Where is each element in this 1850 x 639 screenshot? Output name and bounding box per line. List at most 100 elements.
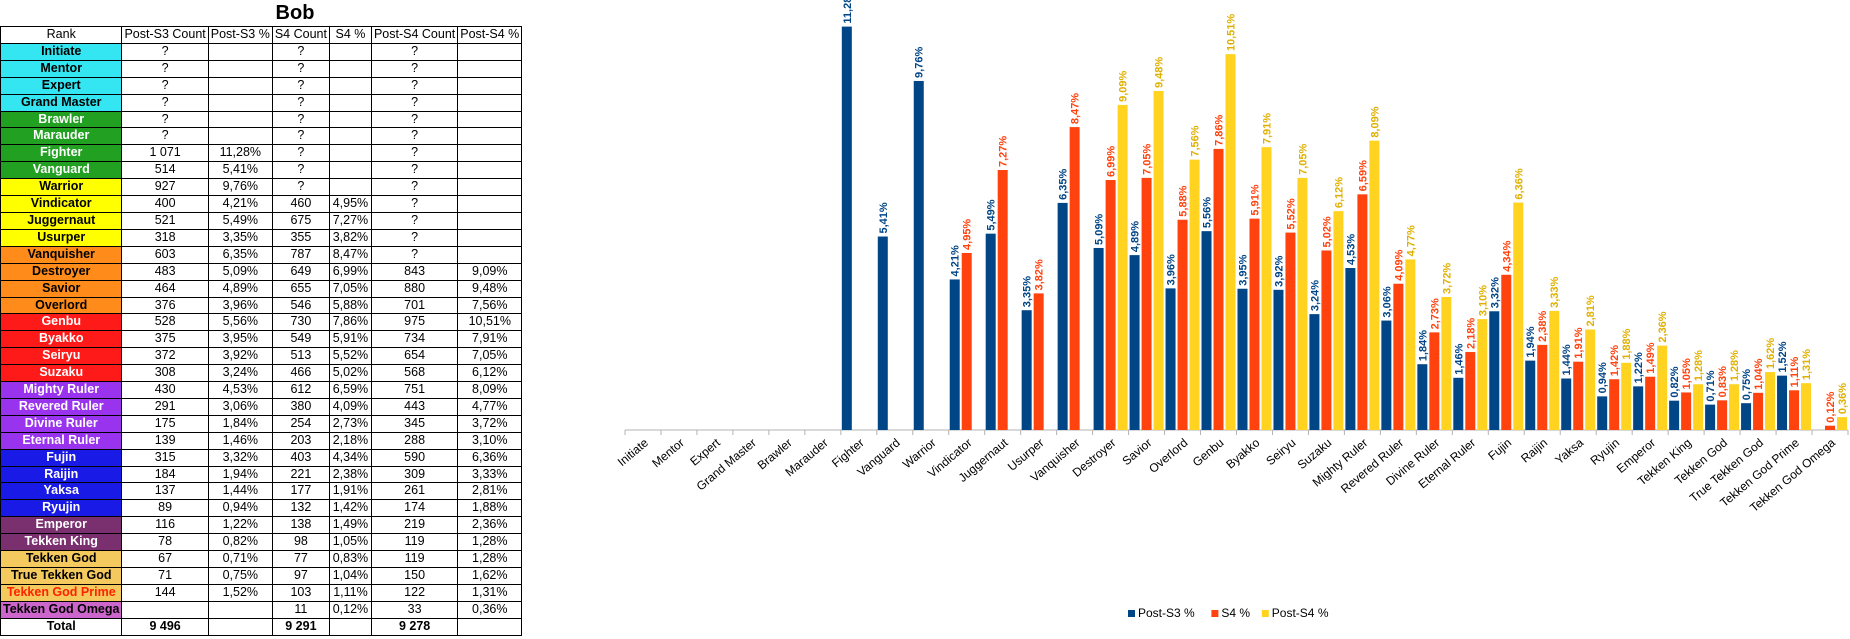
rank-name-cell: Vindicator — [0, 195, 123, 213]
value-cell: 5,41% — [207, 161, 273, 180]
value-cell — [457, 245, 523, 264]
table-row: Savior 464 4,89% 655 7,05% 880 9,48% — [0, 279, 523, 298]
bar-value-label: 4,21% — [950, 245, 962, 276]
value-cell: 466 — [271, 364, 330, 383]
table-row: Destroyer 483 5,09% 649 6,99% 843 9,09% — [0, 262, 523, 281]
value-cell: 464 — [121, 279, 209, 298]
value-cell: 1 071 — [121, 144, 209, 163]
rank-name-cell: Vanquisher — [0, 245, 123, 264]
value-cell: 4,95% — [328, 195, 372, 213]
value-cell: 78 — [121, 533, 209, 552]
table-row: Emperor 116 1,22% 138 1,49% 219 2,36% — [0, 516, 523, 535]
value-cell: 2,36% — [457, 516, 523, 535]
value-cell: 3,72% — [457, 414, 523, 433]
rank-name-cell: Savior — [0, 279, 123, 298]
value-cell: 3,35% — [207, 228, 273, 247]
value-cell: 460 — [271, 195, 330, 213]
table-row: Usurper 318 3,35% 355 3,82%? — [0, 228, 523, 247]
bar-value-label: 3,35% — [1022, 276, 1034, 307]
value-cell: 1,05% — [328, 533, 372, 552]
bar-value-label: 5,88% — [1178, 185, 1190, 216]
bar — [1189, 159, 1200, 430]
rank-name-cell: Genbu — [0, 313, 123, 332]
value-cell: 97 — [271, 567, 330, 585]
x-axis-category-label: Genbu — [1190, 436, 1227, 470]
bar — [841, 26, 852, 430]
table-row: Genbu 528 5,56% 730 7,86% 975 10,51% — [0, 313, 523, 332]
value-cell — [207, 110, 273, 129]
bar-value-label: 2,36% — [1657, 311, 1669, 342]
bar-value-label: 0,82% — [1669, 366, 1681, 397]
value-cell: 612 — [271, 381, 330, 399]
value-cell: 308 — [121, 364, 209, 383]
value-cell: 3,06% — [207, 397, 273, 416]
value-cell: 546 — [271, 296, 330, 315]
value-cell: 4,21% — [207, 195, 273, 213]
bar-value-label: 11,28% — [842, 0, 854, 24]
value-cell: ? — [121, 42, 209, 61]
value-cell: 309 — [370, 465, 459, 484]
table-row: Mentor??? — [0, 59, 523, 78]
table-row: Vindicator 400 4,21% 460 4,95%? — [0, 195, 523, 213]
bar-value-label: 7,27% — [998, 136, 1010, 167]
table-row: Raijin 184 1,94% 221 2,38% 309 3,33% — [0, 465, 523, 484]
bar-value-label: 6,99% — [1106, 146, 1118, 177]
value-cell: 2,18% — [328, 431, 372, 450]
value-cell: 119 — [370, 550, 459, 568]
rank-name-cell: Usurper — [0, 228, 123, 247]
value-cell: ? — [370, 76, 459, 95]
bar-value-label: 3,82% — [1034, 259, 1046, 290]
bar-value-label: 0,83% — [1717, 366, 1729, 397]
bar-value-label: 0,94% — [1597, 362, 1609, 393]
bar — [1609, 379, 1620, 430]
bar — [1621, 362, 1632, 430]
rank-name-cell: Tekken King — [0, 533, 123, 552]
value-cell: 0,12% — [328, 600, 372, 619]
legend-entry: S4 % — [1221, 606, 1250, 620]
value-cell — [328, 127, 372, 146]
bar-value-label: 3,96% — [1166, 254, 1178, 285]
value-cell: ? — [121, 76, 209, 95]
value-cell: 150 — [370, 567, 459, 585]
value-cell: 6,99% — [328, 262, 372, 281]
value-cell: 880 — [370, 279, 459, 298]
value-cell: 9,76% — [207, 178, 273, 197]
bar-value-label: 1,84% — [1417, 330, 1429, 361]
bar-value-label: 9,76% — [914, 47, 926, 78]
legend-entry: Post-S3 % — [1138, 606, 1195, 620]
table-row: Yaksa 137 1,44% 177 1,91% 261 2,81% — [0, 482, 523, 501]
bar — [1801, 383, 1812, 430]
value-cell: 3,32% — [207, 448, 273, 467]
bar — [961, 252, 972, 430]
legend-swatch — [1261, 610, 1269, 617]
value-cell: 655 — [271, 279, 330, 298]
bar-value-label: 3,32% — [1489, 277, 1501, 308]
value-cell: 528 — [121, 313, 209, 332]
value-cell — [328, 178, 372, 197]
bar-value-label: 1,49% — [1645, 342, 1657, 373]
value-cell: ? — [370, 42, 459, 61]
bar — [1129, 255, 1140, 430]
value-cell — [457, 211, 523, 230]
bar — [1057, 202, 1068, 430]
rank-name-cell: Juggernaut — [0, 211, 123, 230]
table-row: Overlord 376 3,96% 546 5,88% 701 7,56% — [0, 296, 523, 315]
rank-name-cell: Yaksa — [0, 482, 123, 501]
legend-swatch — [1128, 610, 1135, 617]
table-row: Warrior 927 9,76%?? — [0, 178, 523, 197]
rank-name-cell: Destroyer — [0, 262, 123, 281]
bar-value-label: 7,86% — [1214, 114, 1226, 145]
table-row: Expert??? — [0, 76, 523, 95]
bar — [1249, 218, 1260, 430]
bar-value-label: 9,09% — [1118, 71, 1130, 102]
bar — [1069, 127, 1080, 430]
value-cell: 184 — [121, 465, 209, 484]
value-cell: ? — [370, 127, 459, 146]
bar — [1273, 289, 1284, 430]
bar — [1837, 417, 1848, 430]
value-cell — [207, 42, 273, 61]
bar — [877, 236, 888, 430]
bar — [1309, 314, 1320, 430]
x-axis-category-label: Mentor — [649, 436, 687, 471]
rank-name-cell: Fighter — [0, 144, 123, 163]
